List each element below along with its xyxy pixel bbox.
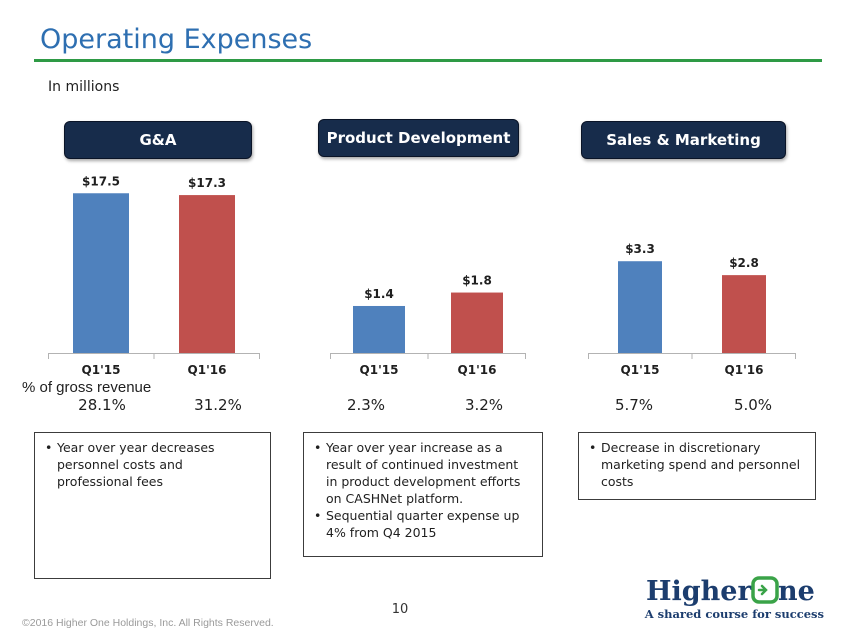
- sales-marketing-pct-q1-16: 5.0%: [733, 396, 773, 414]
- ga-chart: $17.5 Q1'15 $17.3 Q1'16: [48, 174, 260, 377]
- sales-marketing-header: Sales & Marketing: [581, 121, 786, 159]
- logo-word-ne: ne: [778, 576, 815, 607]
- pct-gross-revenue-label: % of gross revenue: [22, 379, 152, 396]
- ga-note-bullet: Year over year decreases personnel costs…: [43, 439, 260, 490]
- sales-marketing-pct-q1-15: 5.7%: [614, 396, 654, 414]
- logo-arrow-icon: [757, 584, 768, 596]
- sales-marketing-bar-qq1-16: [722, 275, 766, 353]
- product-development-note-bullet-1: Year over year increase as a result of c…: [312, 439, 532, 507]
- product-development-chart: $1.4 Q1'15 $1.8 Q1'16: [330, 274, 526, 377]
- ga-value-label: $17.5: [82, 174, 120, 188]
- product-development-value-label: $1.8: [462, 274, 492, 288]
- ga-category-label: Q1'16: [188, 363, 227, 377]
- ga-header: G&A: [64, 121, 252, 159]
- sales-marketing-value-label: $3.3: [625, 242, 655, 256]
- ga-category-label: Q1'15: [82, 363, 121, 377]
- sales-marketing-note-box: Decrease in discretionary marketing spen…: [578, 432, 816, 500]
- higher-one-logo: Higher ne A shared course for success: [644, 576, 824, 621]
- title-rule: [34, 59, 822, 62]
- product-development-pct-q1-16: 3.2%: [464, 396, 504, 414]
- sales-marketing-chart: $3.3 Q1'15 $2.8 Q1'16: [588, 242, 796, 377]
- product-development-note-box: Year over year increase as a result of c…: [303, 432, 543, 557]
- copyright-notice: ©2016 Higher One Holdings, Inc. All Righ…: [22, 617, 274, 629]
- logo-word-higher: Higher: [646, 576, 752, 607]
- product-development-bar-qq1-16: [451, 292, 503, 353]
- sales-marketing-category-label: Q1'16: [725, 363, 764, 377]
- ga-bar-qq1-15: [73, 193, 129, 353]
- product-development-header: Product Development: [318, 119, 519, 157]
- sales-marketing-note-bullet: Decrease in discretionary marketing spen…: [587, 439, 805, 490]
- ga-value-label: $17.3: [188, 176, 226, 190]
- sales-marketing-value-label: $2.8: [729, 256, 759, 270]
- product-development-pct-q1-15: 2.3%: [346, 396, 386, 414]
- sales-marketing-category-label: Q1'15: [621, 363, 660, 377]
- ga-pct-q1-16: 31.2%: [194, 396, 242, 414]
- product-development-note-bullet-2: Sequential quarter expense up 4% from Q4…: [312, 507, 532, 541]
- page-title: Operating Expenses: [40, 24, 313, 55]
- ga-note-box: Year over year decreases personnel costs…: [34, 432, 271, 579]
- logo-o-mark: [751, 576, 779, 604]
- product-development-bar-qq1-15: [353, 305, 405, 353]
- product-development-category-label: Q1'15: [360, 363, 399, 377]
- units-subtitle: In millions: [48, 79, 120, 95]
- product-development-value-label: $1.4: [364, 287, 394, 301]
- logo-tagline: A shared course for success: [644, 607, 824, 621]
- ga-bar-qq1-16: [179, 195, 235, 353]
- sales-marketing-bar-qq1-15: [618, 261, 662, 353]
- page-number: 10: [391, 602, 409, 617]
- product-development-category-label: Q1'16: [458, 363, 497, 377]
- ga-pct-q1-15: 28.1%: [78, 396, 126, 414]
